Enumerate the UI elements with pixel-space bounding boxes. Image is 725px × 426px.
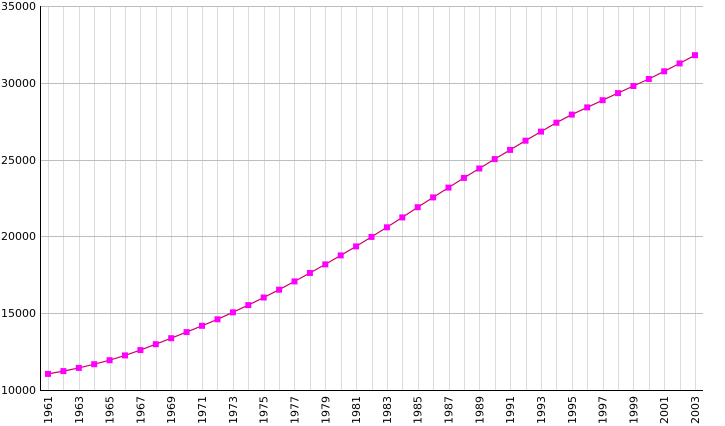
data-point xyxy=(245,302,252,309)
data-point xyxy=(260,294,267,301)
x-tick-label: 1967 xyxy=(134,396,147,424)
data-point xyxy=(106,357,113,364)
axes xyxy=(40,6,703,391)
x-tick-label: 1971 xyxy=(196,396,209,424)
data-point xyxy=(122,352,128,359)
x-tick-label: 2003 xyxy=(689,396,702,424)
data-point xyxy=(322,261,329,268)
data-point xyxy=(599,97,606,104)
x-tick-label: 1981 xyxy=(350,396,363,424)
data-point xyxy=(91,361,98,368)
x-tick-label: 1973 xyxy=(227,396,240,424)
data-point xyxy=(399,214,406,221)
y-tick-label: 35000 xyxy=(1,0,36,13)
data-point xyxy=(414,204,421,211)
data-point xyxy=(553,119,560,126)
data-point xyxy=(584,104,591,111)
data-point xyxy=(522,137,529,144)
data-point xyxy=(183,329,190,336)
data-point xyxy=(60,368,67,375)
data-point xyxy=(430,194,437,201)
data-point xyxy=(152,341,159,348)
data-point xyxy=(368,233,375,240)
data-point xyxy=(661,68,668,75)
series-layer xyxy=(45,52,698,377)
data-point xyxy=(353,243,360,250)
x-tick-label: 1987 xyxy=(443,396,456,424)
data-point xyxy=(199,322,205,329)
data-point xyxy=(168,335,175,342)
data-point xyxy=(45,370,51,377)
x-tick-label: 1989 xyxy=(473,396,486,424)
data-point xyxy=(491,156,498,163)
x-tick-label: 1985 xyxy=(412,396,425,424)
data-point xyxy=(645,76,652,82)
data-point xyxy=(692,52,698,59)
series-line xyxy=(47,54,696,375)
data-point xyxy=(306,270,313,276)
x-tick-label: 1969 xyxy=(165,396,178,424)
data-point xyxy=(229,309,236,316)
data-point xyxy=(676,60,683,67)
x-tick-label: 1991 xyxy=(504,396,517,424)
x-tick-label: 1975 xyxy=(258,396,271,424)
y-tick-label: 15000 xyxy=(1,307,36,320)
data-point xyxy=(538,128,544,135)
y-tick-label: 30000 xyxy=(1,77,36,90)
data-point xyxy=(568,111,575,118)
x-tick-label: 1995 xyxy=(566,396,579,424)
x-tick-label: 1979 xyxy=(319,396,332,424)
x-tick-label: 1963 xyxy=(73,396,86,424)
data-point xyxy=(75,364,82,371)
x-tick-label: 1983 xyxy=(381,396,394,424)
data-point xyxy=(460,174,467,181)
x-tick-label: 1965 xyxy=(104,396,117,424)
y-tick-label: 25000 xyxy=(1,154,36,167)
x-tick-label: 2001 xyxy=(658,396,671,424)
data-point xyxy=(507,146,514,153)
y-tick-label: 20000 xyxy=(1,230,36,243)
x-tick-label: 1977 xyxy=(288,396,301,424)
data-point xyxy=(615,90,621,97)
tick-labels: 10000 15000 20000 25000 30000 35000 1961 1963 19… xyxy=(1,0,702,424)
data-point xyxy=(476,165,483,172)
data-point xyxy=(337,252,344,259)
data-point xyxy=(291,278,298,285)
data-point xyxy=(276,286,283,293)
y-tick-label: 10000 xyxy=(1,384,36,397)
x-tick-label: 1997 xyxy=(597,396,610,424)
x-tick-label: 1993 xyxy=(535,396,548,424)
grid xyxy=(40,6,703,391)
data-point xyxy=(630,83,637,89)
x-tick-label: 1961 xyxy=(42,396,55,424)
data-point xyxy=(445,184,452,191)
data-point xyxy=(383,224,390,231)
data-point xyxy=(137,347,144,354)
x-tick-label: 1999 xyxy=(627,396,640,424)
data-point xyxy=(214,316,221,323)
